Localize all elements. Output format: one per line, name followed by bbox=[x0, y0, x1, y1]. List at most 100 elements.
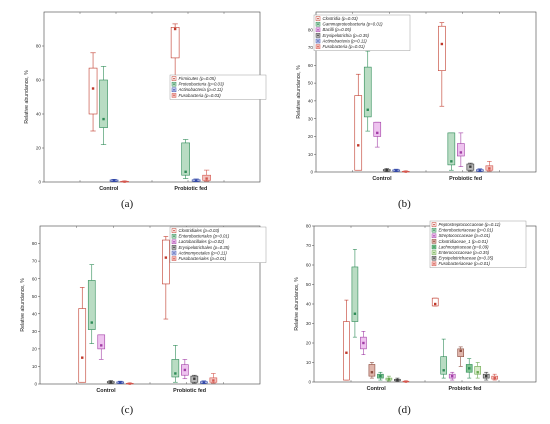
category-label: Probiotic fed bbox=[173, 388, 206, 394]
legend-entry: Peptostreptococcaceae (p=0.11) bbox=[439, 222, 501, 227]
legend-swatch-dot bbox=[433, 263, 435, 265]
median-marker bbox=[345, 351, 348, 354]
box-body bbox=[474, 366, 482, 375]
box-1-control bbox=[343, 299, 350, 381]
legend-swatch-dot bbox=[433, 235, 435, 237]
y-tick-label: 70 bbox=[308, 45, 314, 50]
legend-box bbox=[169, 74, 267, 100]
legend-swatch-dot bbox=[317, 29, 319, 31]
median-marker bbox=[469, 165, 472, 168]
legend-entry: Proteobacteria (p=0.03) bbox=[179, 82, 225, 87]
chart-panel-d: 0 10 20 30 40 50 60 70 80 Relative abundance, % Co… bbox=[282, 216, 546, 422]
legend-entry: Enterobacteriales (p=0.01) bbox=[179, 234, 230, 239]
legend-swatch-dot bbox=[173, 235, 175, 237]
y-tick-label: 70 bbox=[306, 243, 312, 248]
box-6-probiotic-fed bbox=[209, 373, 218, 384]
box-6-control bbox=[125, 382, 134, 385]
chart-a-svg: 0 20 40 60 80 Relative abundance, % Control Pro… bbox=[24, 11, 267, 192]
chart-panel-a: 0 20 40 60 80 Relative abundance, % Control Pro… bbox=[6, 4, 270, 210]
legend-entry: Fusobacteriaceae (p=0.01) bbox=[439, 261, 491, 266]
box-1-probiotic-fed bbox=[438, 22, 446, 107]
box-body bbox=[181, 142, 190, 176]
y-axis-label: Relative abundance, % bbox=[294, 277, 300, 331]
box-1-control bbox=[354, 73, 363, 171]
legend-entry: Bacilli (p=0.05) bbox=[323, 27, 352, 32]
median-marker bbox=[440, 42, 444, 46]
y-tick-label: 30 bbox=[306, 321, 312, 326]
median-marker bbox=[488, 167, 491, 170]
box-5-probiotic-fed bbox=[476, 168, 484, 172]
legend-entry: Erysipelotrichaceae (p=0.35) bbox=[439, 256, 494, 261]
median-marker bbox=[434, 302, 437, 306]
legend-swatch-dot bbox=[173, 252, 175, 254]
legend-swatch-dot bbox=[317, 40, 319, 42]
median-marker bbox=[184, 170, 187, 173]
box-body bbox=[162, 239, 170, 285]
median-marker bbox=[91, 87, 95, 90]
legend-swatch-dot bbox=[173, 94, 175, 97]
y-tick-label: 60 bbox=[306, 263, 312, 268]
y-tick-label: 40 bbox=[36, 112, 42, 117]
box-2-probiotic-fed bbox=[171, 345, 180, 383]
box-3-control bbox=[373, 121, 382, 148]
category-label: Control bbox=[372, 176, 392, 182]
y-tick-label: 10 bbox=[306, 360, 312, 365]
median-marker bbox=[493, 376, 496, 380]
box-4-control bbox=[120, 180, 129, 183]
chart-b-svg: 0 10 20 30 40 50 60 70 80 Relative abundance, % Co… bbox=[296, 11, 537, 182]
median-marker bbox=[396, 378, 399, 382]
median-marker bbox=[387, 377, 391, 381]
box-body bbox=[351, 266, 359, 322]
median-marker bbox=[476, 371, 479, 374]
box-2-control bbox=[351, 249, 359, 338]
median-marker bbox=[81, 356, 84, 359]
box-7-probiotic-fed bbox=[482, 371, 490, 381]
median-marker bbox=[404, 380, 408, 383]
median-marker bbox=[119, 381, 122, 384]
box-6-probiotic-fed bbox=[485, 161, 494, 172]
box-2-control bbox=[99, 66, 108, 145]
median-marker bbox=[459, 349, 462, 352]
box-5-control bbox=[377, 371, 384, 381]
median-marker bbox=[376, 131, 379, 135]
box-5-control bbox=[116, 380, 125, 384]
median-marker bbox=[370, 371, 374, 374]
median-marker bbox=[193, 377, 196, 380]
legend-entry: Fusobacteria (p=0.03) bbox=[179, 93, 222, 98]
legend-swatch-dot bbox=[433, 223, 435, 226]
box-8-control bbox=[402, 380, 410, 383]
median-marker bbox=[173, 27, 177, 31]
y-tick-label: 30 bbox=[32, 329, 38, 334]
median-marker bbox=[128, 382, 131, 385]
median-marker bbox=[459, 151, 463, 154]
category-label: Control bbox=[99, 186, 119, 192]
box-body bbox=[343, 321, 350, 381]
box-body bbox=[354, 95, 363, 171]
legend-entry: Actinomycetales (p=0.11) bbox=[178, 250, 228, 255]
caption-c: (c) bbox=[121, 404, 134, 416]
y-tick-label: 60 bbox=[308, 63, 314, 68]
box-4-probiotic-fed bbox=[457, 346, 465, 367]
box-3-control bbox=[97, 334, 106, 360]
box-1-probiotic-fed bbox=[170, 23, 180, 81]
median-marker bbox=[183, 368, 187, 372]
median-marker bbox=[353, 312, 357, 315]
caption-b: (b) bbox=[398, 198, 411, 210]
category-label: Probiotic fed bbox=[174, 186, 207, 192]
box-body bbox=[88, 67, 98, 115]
median-marker bbox=[362, 341, 365, 345]
median-marker bbox=[205, 177, 208, 180]
box-body bbox=[457, 348, 465, 357]
box-1-control bbox=[88, 52, 98, 132]
median-marker bbox=[112, 179, 116, 182]
y-tick-label: 40 bbox=[32, 311, 38, 316]
y-tick-label: 0 bbox=[34, 382, 37, 387]
box-body bbox=[99, 79, 108, 128]
box-4-probiotic-fed bbox=[202, 169, 211, 182]
legend-swatch-dot bbox=[317, 17, 319, 20]
legend-swatch-dot bbox=[173, 77, 175, 80]
box-1-probiotic-fed bbox=[162, 236, 170, 320]
legend-swatch-dot bbox=[173, 241, 175, 243]
box-4-control bbox=[382, 168, 391, 172]
box-5-probiotic-fed bbox=[200, 380, 208, 384]
